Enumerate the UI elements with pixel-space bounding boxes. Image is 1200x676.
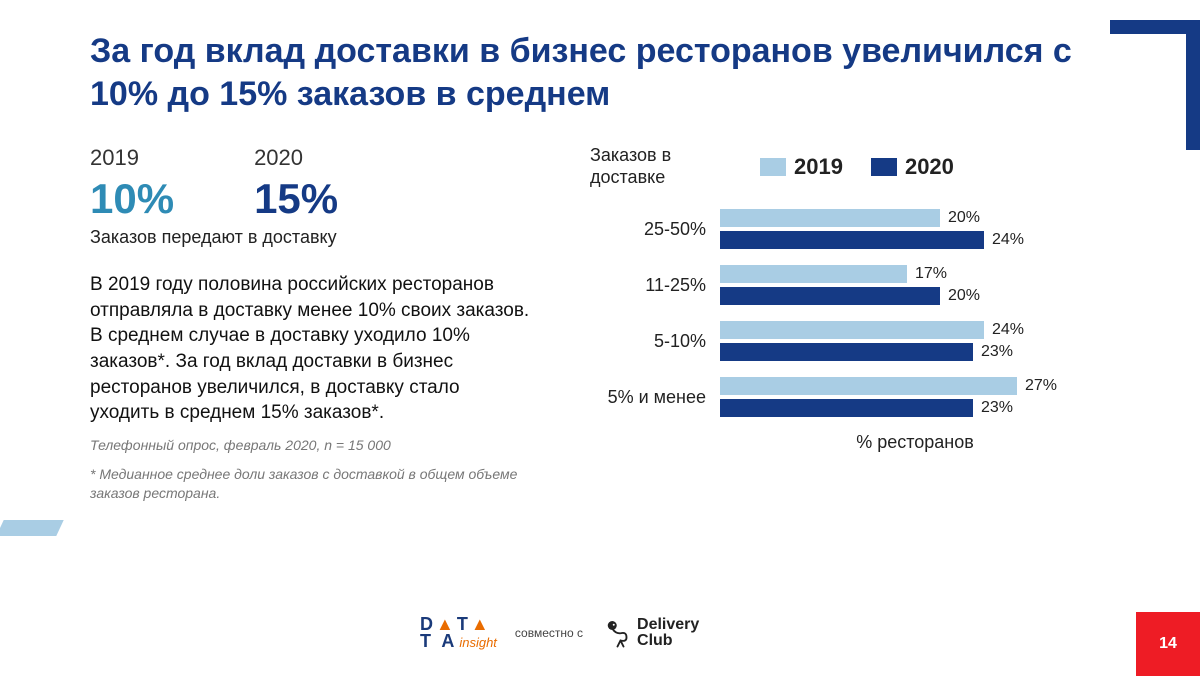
bar [720,265,907,283]
chart-row: 5% и менее 27% 23% [590,376,1110,418]
ostrich-icon [601,618,631,648]
corner-decoration [1110,20,1200,150]
legend-2020: 2020 [871,154,954,180]
bar [720,377,1017,395]
stat-caption: Заказов передают в доставку [90,227,530,248]
bar [720,231,984,249]
chart-header: Заказов в доставке 2019 2020 [590,145,1110,188]
page-number: 14 [1136,612,1200,676]
bar-value-label: 23% [981,399,1013,417]
bar-value-label: 24% [992,231,1024,249]
stat-year-2019: 2019 [90,145,174,171]
bar [720,287,940,305]
bar [720,209,940,227]
stat-year-2020: 2020 [254,145,338,171]
category-label: 5-10% [590,331,720,352]
bar-value-label: 20% [948,209,980,227]
chart-row: 25-50% 20% 24% [590,208,1110,250]
bar-group: 27% 23% [720,376,1110,418]
bar-value-label: 24% [992,321,1024,339]
bar [720,399,973,417]
legend-label-2020: 2020 [905,154,954,180]
delivery-club-logo: Delivery Club [601,617,699,649]
bar-group: 24%23% [720,320,1110,362]
category-label: 25-50% [590,219,720,240]
chart-legend: 2019 2020 [760,154,954,180]
body-text: В 2019 году половина российских ресторан… [90,272,530,426]
category-label: 11-25% [590,275,720,296]
stat-2020: 2020 15% [254,145,338,223]
footer-logos: D▲T▲ T Ainsight совместно с Delivery Clu… [420,616,699,650]
legend-swatch-2019 [760,158,786,176]
page-title: За год вклад доставки в бизнес ресторано… [90,30,1110,115]
bar-value-label: 20% [948,287,980,305]
bar-group: 20% 24% [720,208,1110,250]
legend-label-2019: 2019 [794,154,843,180]
left-column: 2019 10% 2020 15% Заказов передают в дос… [90,145,530,503]
stat-2019: 2019 10% [90,145,174,223]
bar-value-label: 17% [915,265,947,283]
category-label: 5% и менее [590,387,720,408]
accent-decoration [0,520,64,536]
chart-column: Заказов в доставке 2019 2020 25-50% 20% 24… [590,145,1110,503]
chart-y-title: Заказов в доставке [590,145,720,188]
legend-swatch-2020 [871,158,897,176]
chart-row: 11-25%17%20% [590,264,1110,306]
data-insight-logo: D▲T▲ T Ainsight [420,616,497,650]
footnote-1: Телефонный опрос, февраль 2020, n = 15 0… [90,436,530,455]
footnote-2: * Медианное среднее доли заказов с доста… [90,465,530,503]
chart-row: 5-10%24%23% [590,320,1110,362]
chart-x-title: % ресторанов [720,432,1110,453]
bar [720,321,984,339]
chart-body: 25-50%20%24%11-25%17%20%5-10%24%23%5% и … [590,208,1110,418]
bar-group: 17%20% [720,264,1110,306]
slide-content: За год вклад доставки в бизнес ресторано… [0,0,1200,676]
bar [720,343,973,361]
legend-2019: 2019 [760,154,843,180]
joint-text: совместно с [515,626,583,640]
summary-stats: 2019 10% 2020 15% [90,145,530,223]
page-number-text: 14 [1159,635,1177,653]
stat-value-2020: 15% [254,175,338,223]
bar-value-label: 27% [1025,377,1057,395]
stat-value-2019: 10% [90,175,174,223]
bar-value-label: 23% [981,343,1013,361]
